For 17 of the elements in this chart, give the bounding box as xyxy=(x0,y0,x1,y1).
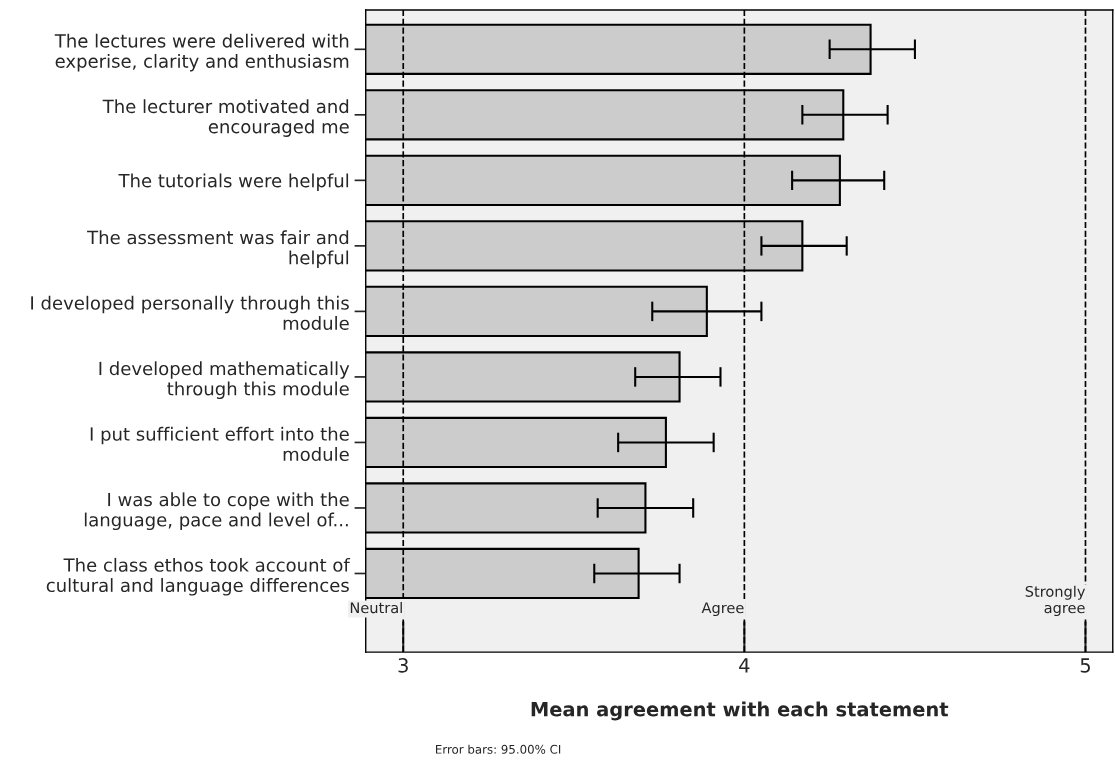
x-tick-label: 5 xyxy=(1080,658,1090,673)
x-axis-title: Mean agreement with each statement xyxy=(531,701,949,721)
ref-line-label: Strongly agree xyxy=(1025,585,1086,617)
x-tick-label: 4 xyxy=(739,658,750,673)
x-tick-label: 3 xyxy=(398,658,408,673)
y-tick-label: I was able to cope with the language, pace and level of... xyxy=(84,492,349,531)
y-tick-label: I developed mathematically through this module xyxy=(99,361,350,400)
y-tick-label: I developed personally through this module xyxy=(31,295,349,330)
text: Error bars: 95.00% CI xyxy=(436,744,561,754)
y-tick-label: The lecturer motivated and encouraged me xyxy=(102,99,349,137)
y-tick-label: I put sufficient effort into the module xyxy=(90,426,349,462)
y-tick-label: The lectures were delivered with experise, clarity and enthusiasm xyxy=(54,33,349,72)
ref-line-label: Neutral xyxy=(350,601,402,614)
y-tick-label: The assessment was fair and helpful xyxy=(87,230,349,268)
y-tick-label: The tutorials were helpful xyxy=(118,173,349,191)
y-tick-label: The class ethos took account of cultural and language differences xyxy=(46,557,351,596)
ref-line-label: Agree xyxy=(701,602,744,617)
